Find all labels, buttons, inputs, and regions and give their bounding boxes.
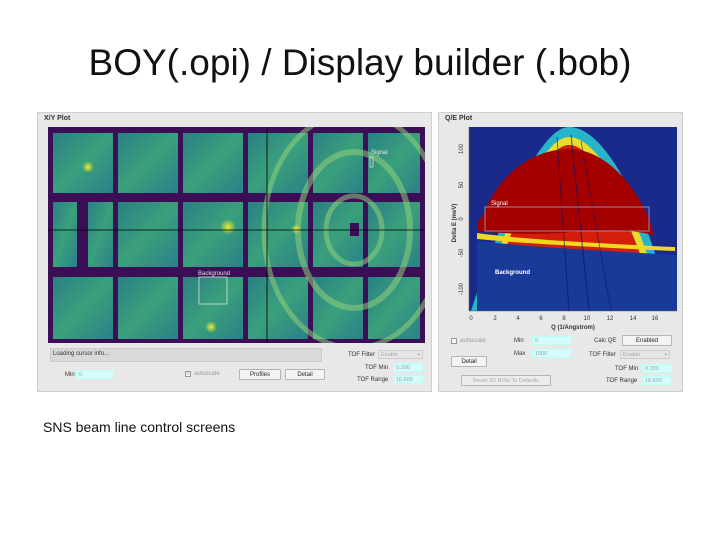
- qe-y-tick: 50: [459, 181, 465, 188]
- qe-min-label: Min: [514, 338, 524, 344]
- qe-x-axis-label: Q (1/Angstrom): [551, 325, 595, 331]
- qe-tof-filter-value: Enable: [623, 352, 641, 358]
- xy-signal-label: Signal: [371, 150, 388, 156]
- qe-lower-region: [477, 241, 677, 311]
- qe-inelastic-edge: [477, 233, 675, 251]
- xy-autoscale-checkbox[interactable]: ✓: [185, 371, 191, 377]
- qe-signal-label: Signal: [491, 201, 508, 207]
- qe-x-tick: 16: [652, 316, 659, 322]
- qe-signal-roi[interactable]: [484, 206, 650, 232]
- xy-status-text: Loading cursor info...: [53, 351, 110, 357]
- slide-caption: SNS beam line control screens: [43, 419, 236, 435]
- qe-y-ticks: 100 50 0 -50 -100: [459, 143, 465, 295]
- xy-detail-button[interactable]: Detail: [285, 369, 325, 380]
- xy-tof-min-input[interactable]: 0.200: [393, 363, 423, 372]
- qe-x-tick: 2: [493, 316, 497, 322]
- xy-tof-range-input[interactable]: 16.600: [393, 375, 423, 384]
- qe-x-tick: 0: [469, 316, 473, 322]
- signal-roi[interactable]: [369, 156, 374, 168]
- qe-min-input[interactable]: 0: [532, 336, 572, 345]
- xy-tof-filter-value: Enable: [381, 352, 399, 358]
- qe-x-tick: 6: [539, 316, 543, 322]
- qe-band-dark: [477, 149, 654, 235]
- chevron-down-icon: ▾: [417, 352, 420, 358]
- qe-x-tick: 10: [584, 316, 591, 322]
- xy-plot-title: X/Y Plot: [44, 115, 71, 122]
- xy-background-label: Background: [198, 271, 230, 277]
- qe-x-ticks: 0 2 4 6 8 10 12 14 16: [469, 316, 659, 322]
- qe-background-label: Background: [495, 270, 530, 276]
- qe-x-tick: 4: [516, 316, 520, 322]
- xy-tof-filter-dropdown[interactable]: Enable ▾: [378, 350, 423, 359]
- qe-calc-qe-button[interactable]: Enabled: [622, 335, 672, 346]
- qe-plot-title: Q/E Plot: [445, 115, 473, 122]
- qe-autoscale-checkbox[interactable]: [451, 338, 457, 344]
- chevron-down-icon: ▾: [664, 352, 667, 358]
- qe-max-input[interactable]: 1000: [532, 349, 572, 358]
- xy-plot-screen: X/Y Plot: [37, 112, 432, 392]
- qe-tof-range-label: TOF Range: [606, 378, 638, 384]
- qe-plot-screen: Q/E Plot Signal Background 0 2 4: [438, 112, 683, 392]
- qe-tof-filter-dropdown[interactable]: Enable ▾: [620, 350, 670, 359]
- qe-tof-filter-label: TOF Filter: [589, 352, 616, 358]
- qe-plot-image[interactable]: Signal Background 0 2 4 6 8 10 12 14 16 …: [439, 123, 684, 333]
- qe-y-tick: 100: [459, 143, 465, 154]
- qe-calc-qe-label: Calc QE: [594, 338, 617, 344]
- qe-streaks: [556, 134, 612, 311]
- qe-tof-min-label: TOF Min: [615, 366, 639, 372]
- checkmark-icon: ✓: [186, 371, 191, 377]
- qe-y-tick: 0: [459, 217, 465, 221]
- qe-y-axis-label: Delta E (meV): [452, 204, 458, 243]
- qe-x-tick: 12: [607, 316, 614, 322]
- qe-autoscale-label: autoscale: [460, 338, 486, 344]
- qe-max-label: Max: [514, 351, 526, 357]
- hot-spots: [82, 161, 301, 333]
- background-roi[interactable]: [198, 276, 228, 305]
- xy-tof-filter-label: TOF Filter: [348, 352, 375, 358]
- slide-title: BOY(.opi) / Display builder (.bob): [88, 42, 632, 83]
- xy-tof-range-label: TOF Range: [357, 377, 389, 383]
- qe-tof-min-input[interactable]: 0.200: [642, 364, 672, 373]
- qe-y-tick: -100: [459, 282, 465, 295]
- xy-min-input[interactable]: 0: [76, 370, 114, 379]
- qe-detail-button[interactable]: Detail: [451, 356, 487, 367]
- qe-x-tick: 14: [630, 316, 637, 322]
- qe-x-tick: 8: [562, 316, 566, 322]
- qe-y-tick: -50: [459, 248, 465, 257]
- xy-tof-min-label: TOF Min: [365, 365, 389, 371]
- xy-autoscale-label: autoscale: [194, 371, 220, 377]
- xy-min-label: Min: [65, 372, 75, 378]
- profiles-button[interactable]: Profiles: [239, 369, 281, 380]
- reset-rois-button[interactable]: Reset 2D ROIs To Defaults: [461, 375, 551, 386]
- detector-image[interactable]: Signal Background: [48, 127, 425, 343]
- beam-stop: [350, 223, 359, 236]
- xy-status-field: Loading cursor info...: [50, 348, 322, 362]
- qe-tof-range-input[interactable]: 16.600: [642, 376, 672, 385]
